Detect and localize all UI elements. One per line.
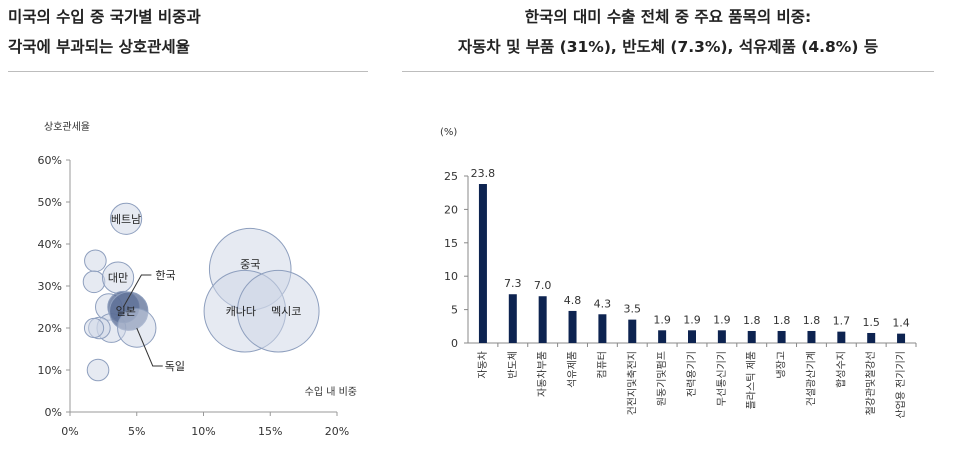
- left-title-line1: 미국의 수입 중 국가별 비중과: [8, 8, 201, 26]
- bar-y-tick-label: 5: [451, 304, 458, 317]
- bar-category-label: 합성수지: [835, 351, 847, 388]
- right-title-line2: 자동차 및 부품 (31%), 반도체 (7.3%), 석유제품 (4.8%) …: [457, 38, 879, 56]
- bar-category-label: 전력용기기: [686, 351, 698, 397]
- bar-value-label: 1.4: [892, 317, 910, 330]
- scatter-y-tick-label: 60%: [38, 154, 62, 167]
- scatter-x-tick-label: 20%: [325, 425, 349, 438]
- right-title-line1: 한국의 대미 수출 전체 중 주요 품목의 비중:: [524, 8, 812, 26]
- bar-category-label: 컴퓨터: [596, 351, 608, 379]
- bar-철강관및철강선: [867, 332, 876, 343]
- bar-value-label: 23.8: [471, 167, 496, 180]
- bar-category-label: 플라스틱 제품: [746, 351, 758, 409]
- bar-value-label: 1.8: [773, 314, 791, 327]
- bar-건전지및축전지: [628, 319, 637, 343]
- scatter-bubble: [83, 317, 105, 339]
- bar-value-label: 1.8: [743, 314, 761, 327]
- bar-category-label: 철강관및철강선: [865, 351, 877, 415]
- scatter-bubble-label-베트남: 베트남: [111, 213, 141, 226]
- bar-category-label: 냉장고: [776, 351, 788, 379]
- bar-category-label: 건전지및축전지: [626, 351, 638, 415]
- left-title-divider: [8, 71, 368, 72]
- bar-석유제품: [568, 310, 577, 343]
- bar-value-label: 4.3: [594, 297, 612, 310]
- scatter-y-tick-label: 0%: [45, 406, 62, 419]
- bar-value-label: 1.9: [653, 313, 671, 326]
- scatter-bubble-label-일본: 일본: [116, 304, 136, 318]
- bar-전력용기기: [688, 330, 696, 343]
- bar-value-label: 4.8: [564, 294, 582, 307]
- bar-category-label: 산업용 전기기기: [894, 351, 907, 419]
- scatter-bubble-label-대만: 대만: [108, 272, 128, 285]
- bar-냉장고: [777, 330, 786, 343]
- bar-value-label: 3.5: [624, 303, 642, 316]
- bar-원동기및펌프: [658, 330, 667, 343]
- left-title-line2: 각국에 부과되는 상호관세율: [8, 38, 190, 56]
- scatter-bubble-멕시코: [236, 269, 320, 353]
- bar-산업용 전기기기: [897, 333, 906, 343]
- bar-y-tick-label: 15: [444, 237, 458, 250]
- right-chart-title: 한국의 대미 수출 전체 중 주요 품목의 비중: 자동차 및 부품 (31%)…: [402, 2, 934, 62]
- bar-category-label: 자동차: [477, 351, 489, 379]
- bar-value-label: 1.8: [803, 314, 821, 327]
- scatter-bubble-label-중국: 중국: [240, 258, 260, 271]
- scatter-bubble-베트남: [109, 202, 143, 235]
- scatter-bubble-label-캐나다: 캐나다: [226, 305, 256, 318]
- bar-category-label: 무선통신기기: [716, 351, 728, 406]
- scatter-y-tick-label: 20%: [38, 322, 62, 335]
- bar-y-axis-unit: (%): [440, 127, 457, 138]
- right-title-divider: [402, 71, 934, 72]
- scatter-callout-line-독일: [136, 327, 163, 367]
- bar-건설광산기계: [807, 330, 816, 343]
- scatter-callout-label-독일: 독일: [165, 359, 185, 373]
- scatter-x-axis-title: 수입 내 비중: [305, 385, 357, 398]
- bar-value-label: 7.3: [504, 277, 522, 290]
- bar-컴퓨터: [598, 314, 607, 343]
- scatter-y-tick-label: 40%: [38, 238, 62, 251]
- bar-value-label: 1.5: [862, 316, 880, 329]
- scatter-callout-label-한국: 한국: [155, 269, 175, 282]
- bar-value-label: 1.7: [833, 315, 851, 328]
- scatter-y-tick-label: 30%: [38, 280, 62, 293]
- bar-category-label: 반도체: [507, 351, 519, 379]
- scatter-x-tick-label: 5%: [128, 425, 145, 438]
- bar-value-label: 1.9: [713, 313, 731, 326]
- bar-category-label: 자동차부품: [537, 351, 549, 397]
- bar-y-tick-label: 0: [451, 337, 458, 350]
- scatter-bubble: [84, 249, 107, 273]
- scatter-x-tick-label: 15%: [258, 425, 282, 438]
- scatter-y-tick-label: 10%: [38, 364, 62, 377]
- bar-value-label: 1.9: [683, 313, 701, 326]
- bar-y-tick-label: 20: [444, 203, 458, 216]
- bar-합성수지: [837, 331, 846, 343]
- bar-category-label: 원동기및펌프: [656, 351, 668, 406]
- scatter-x-tick-label: 0%: [61, 425, 78, 438]
- left-chart-title: 미국의 수입 중 국가별 비중과 각국에 부과되는 상호관세율: [8, 2, 201, 62]
- bar-자동차부품: [538, 296, 547, 343]
- bar-y-tick-label: 10: [444, 270, 458, 283]
- scatter-x-tick-label: 10%: [191, 425, 215, 438]
- scatter-bubble-label-멕시코: 멕시코: [271, 305, 301, 318]
- bar-category-label: 석유제품: [567, 351, 579, 388]
- scatter-callout-line-한국: [122, 274, 152, 308]
- scatter-bubble: [86, 358, 110, 382]
- bar-category-label: 건설광산기계: [805, 351, 817, 406]
- bar-반도체: [508, 294, 517, 343]
- bar-value-label: 7.0: [534, 279, 552, 292]
- bar-무선통신기기: [717, 330, 726, 343]
- scatter-bubble: [82, 270, 106, 294]
- bar-y-tick-label: 25: [444, 170, 458, 183]
- scatter-y-axis-title: 상호관세율: [44, 121, 90, 133]
- bar-자동차: [478, 184, 487, 343]
- bar-플라스틱 제품: [747, 330, 756, 343]
- scatter-y-tick-label: 50%: [38, 196, 62, 209]
